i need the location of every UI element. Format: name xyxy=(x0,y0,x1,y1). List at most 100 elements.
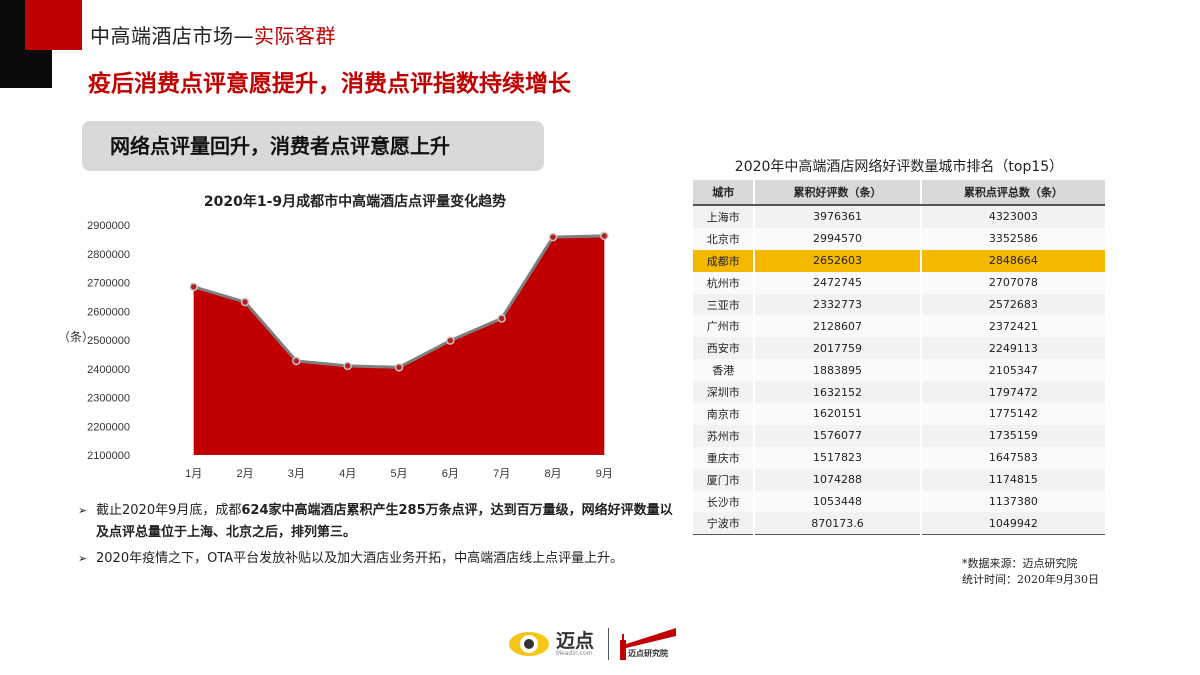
table-cell-total-reviews: 1775142 xyxy=(919,403,1105,425)
data-point xyxy=(343,361,352,371)
institute-name: 迈点研究院 xyxy=(628,649,668,658)
table-header-good-reviews: 累积好评数（条） xyxy=(753,180,921,206)
table-cell-city: 香港 xyxy=(693,359,755,382)
table-cell-city: 南京市 xyxy=(693,403,755,425)
data-point xyxy=(600,231,609,241)
table-cell-city: 宁波市 xyxy=(693,512,755,536)
eye-logo-icon xyxy=(509,632,549,656)
institute-tower-icon xyxy=(620,628,676,660)
table-title: 2020年中高端酒店网络好评数量城市排名（top15） xyxy=(734,159,1064,175)
city-ranking-table: 城市 累积好评数（条） 累积点评总数（条） 上海市 3976361 4323003 北… xyxy=(693,180,1105,536)
data-point xyxy=(189,282,198,292)
table-cell-good-reviews: 870173.6 xyxy=(753,512,921,536)
table-cell-good-reviews: 2472745 xyxy=(753,271,921,294)
bullet-list: ➢ 截止2020年9月底，成都624家中高端酒店累积产生285万条点评，达到百万… xyxy=(78,500,678,574)
table-cell-good-reviews: 1053448 xyxy=(753,490,921,513)
table-cell-total-reviews: 1797472 xyxy=(919,381,1105,404)
table-cell-total-reviews: 2707078 xyxy=(919,271,1105,294)
bullet-text-bold: 624家中高端酒店累积产生285万条点评，达到百万量级，网络好评数量以及点评总量… xyxy=(96,503,673,540)
table-row: 北京市 2994570 3352586 xyxy=(693,227,1105,250)
table-row: 香港 1883895 2105347 xyxy=(693,359,1105,382)
table-cell-city: 厦门市 xyxy=(693,468,755,491)
table-row: 三亚市 2332773 2572683 xyxy=(693,293,1105,316)
table-row: 重庆市 1517823 1647583 xyxy=(693,446,1105,469)
table-cell-total-reviews: 1137380 xyxy=(919,490,1105,513)
slide-title: 中高端酒店市场—实际客群 xyxy=(90,20,336,49)
table-cell-city: 西安市 xyxy=(693,337,755,360)
x-tick-label: 7月 xyxy=(493,468,510,480)
data-point xyxy=(548,232,558,242)
trend-chart: 2020年1-9月成都市中高端酒店点评量变化趋势 2100000 2200000 2… xyxy=(40,185,670,490)
table-header-city: 城市 xyxy=(693,180,755,206)
y-tick-label: 2300000 xyxy=(87,393,130,405)
y-tick-label: 2200000 xyxy=(87,421,130,433)
table-cell-city: 杭州市 xyxy=(693,271,755,294)
table-header-total-reviews: 累积点评总数（条） xyxy=(919,180,1105,206)
table-cell-good-reviews: 1576077 xyxy=(753,424,921,447)
bullet-text: 截止2020年9月底，成都 xyxy=(96,503,242,518)
x-tick-label: 3月 xyxy=(288,468,305,480)
y-tick-label: 2500000 xyxy=(87,335,130,347)
table-cell-good-reviews: 2994570 xyxy=(753,227,921,250)
corner-decoration-red xyxy=(25,0,82,50)
bullet-arrow-icon: ➢ xyxy=(78,504,88,517)
y-tick-label: 2900000 xyxy=(87,220,130,232)
source-line: *数据来源：迈点研究院 xyxy=(962,557,1078,570)
table-cell-total-reviews: 2848664 xyxy=(919,249,1105,272)
table-row: 上海市 3976361 4323003 xyxy=(693,205,1105,228)
table-cell-good-reviews: 1074288 xyxy=(753,468,921,491)
table-row: 苏州市 1576077 1735159 xyxy=(693,424,1105,447)
table-cell-city: 成都市 xyxy=(693,249,755,272)
y-tick-label: 2800000 xyxy=(87,249,130,261)
table-cell-good-reviews: 1620151 xyxy=(753,403,921,425)
x-tick-label: 1月 xyxy=(185,468,202,480)
bullet-text: 2020年疫情之下，OTA平台发放补贴以及加大酒店业务开拓，中高端酒店线上点评量… xyxy=(96,551,624,566)
data-point xyxy=(446,336,455,345)
logo-divider xyxy=(608,628,609,660)
footer-logo: 迈点 Meadin.com 迈点研究院 xyxy=(508,624,678,664)
table-cell-city: 北京市 xyxy=(693,227,755,250)
table-cell-total-reviews: 4323003 xyxy=(919,205,1105,228)
table-row: 杭州市 2472745 2707078 xyxy=(693,271,1105,294)
slide-title-accent: 实际客群 xyxy=(254,24,336,48)
table-cell-total-reviews: 1647583 xyxy=(919,446,1105,469)
slide-title-dash: — xyxy=(233,24,254,48)
table-cell-good-reviews: 3976361 xyxy=(753,205,921,228)
data-source-note: *数据来源：迈点研究院 统计时间：2020年9月30日 xyxy=(962,556,1099,588)
table-row: 宁波市 870173.6 1049942 xyxy=(693,512,1105,536)
stat-date-line: 统计时间：2020年9月30日 xyxy=(962,573,1099,586)
table-row: 长沙市 1053448 1137380 xyxy=(693,490,1105,513)
x-tick-label: 9月 xyxy=(596,468,613,480)
table-cell-city: 上海市 xyxy=(693,205,755,228)
table-cell-city: 长沙市 xyxy=(693,490,755,513)
bullet-item: ➢ 截止2020年9月底，成都624家中高端酒店累积产生285万条点评，达到百万… xyxy=(78,500,678,544)
section-label-box: 网络点评量回升，消费者点评意愿上升 xyxy=(82,121,544,171)
table-cell-total-reviews: 2372421 xyxy=(919,315,1105,338)
y-tick-label: 2400000 xyxy=(87,364,130,376)
table-cell-city: 三亚市 xyxy=(693,293,755,316)
y-tick-label: 2600000 xyxy=(87,306,130,318)
area-fill xyxy=(193,235,605,455)
brand-name: 迈点 xyxy=(556,630,595,652)
x-tick-label: 8月 xyxy=(544,468,561,480)
data-point xyxy=(240,297,250,307)
table-cell-city: 广州市 xyxy=(693,315,755,338)
table-cell-good-reviews: 1883895 xyxy=(753,359,921,382)
table-cell-city: 重庆市 xyxy=(693,446,755,469)
table-cell-total-reviews: 3352586 xyxy=(919,227,1105,250)
table-cell-total-reviews: 1174815 xyxy=(919,468,1105,491)
chart-title: 2020年1-9月成都市中高端酒店点评量变化趋势 xyxy=(203,194,507,210)
bullet-arrow-icon: ➢ xyxy=(78,552,88,565)
table-cell-good-reviews: 2332773 xyxy=(753,293,921,316)
bullet-item: ➢ 2020年疫情之下，OTA平台发放补贴以及加大酒店业务开拓，中高端酒店线上点… xyxy=(78,548,678,570)
table-cell-good-reviews: 2652603 xyxy=(753,249,921,272)
table-cell-total-reviews: 2105347 xyxy=(919,359,1105,382)
data-point xyxy=(394,363,404,372)
table-row: 成都市 2652603 2848664 xyxy=(693,249,1105,272)
table-cell-total-reviews: 2249113 xyxy=(919,337,1105,360)
table-cell-good-reviews: 1632152 xyxy=(753,381,921,404)
table-cell-total-reviews: 1735159 xyxy=(919,424,1105,447)
table-cell-good-reviews: 2128607 xyxy=(753,315,921,338)
y-axis-unit-label: （条） xyxy=(58,330,95,344)
x-tick-label: 4月 xyxy=(339,468,356,480)
